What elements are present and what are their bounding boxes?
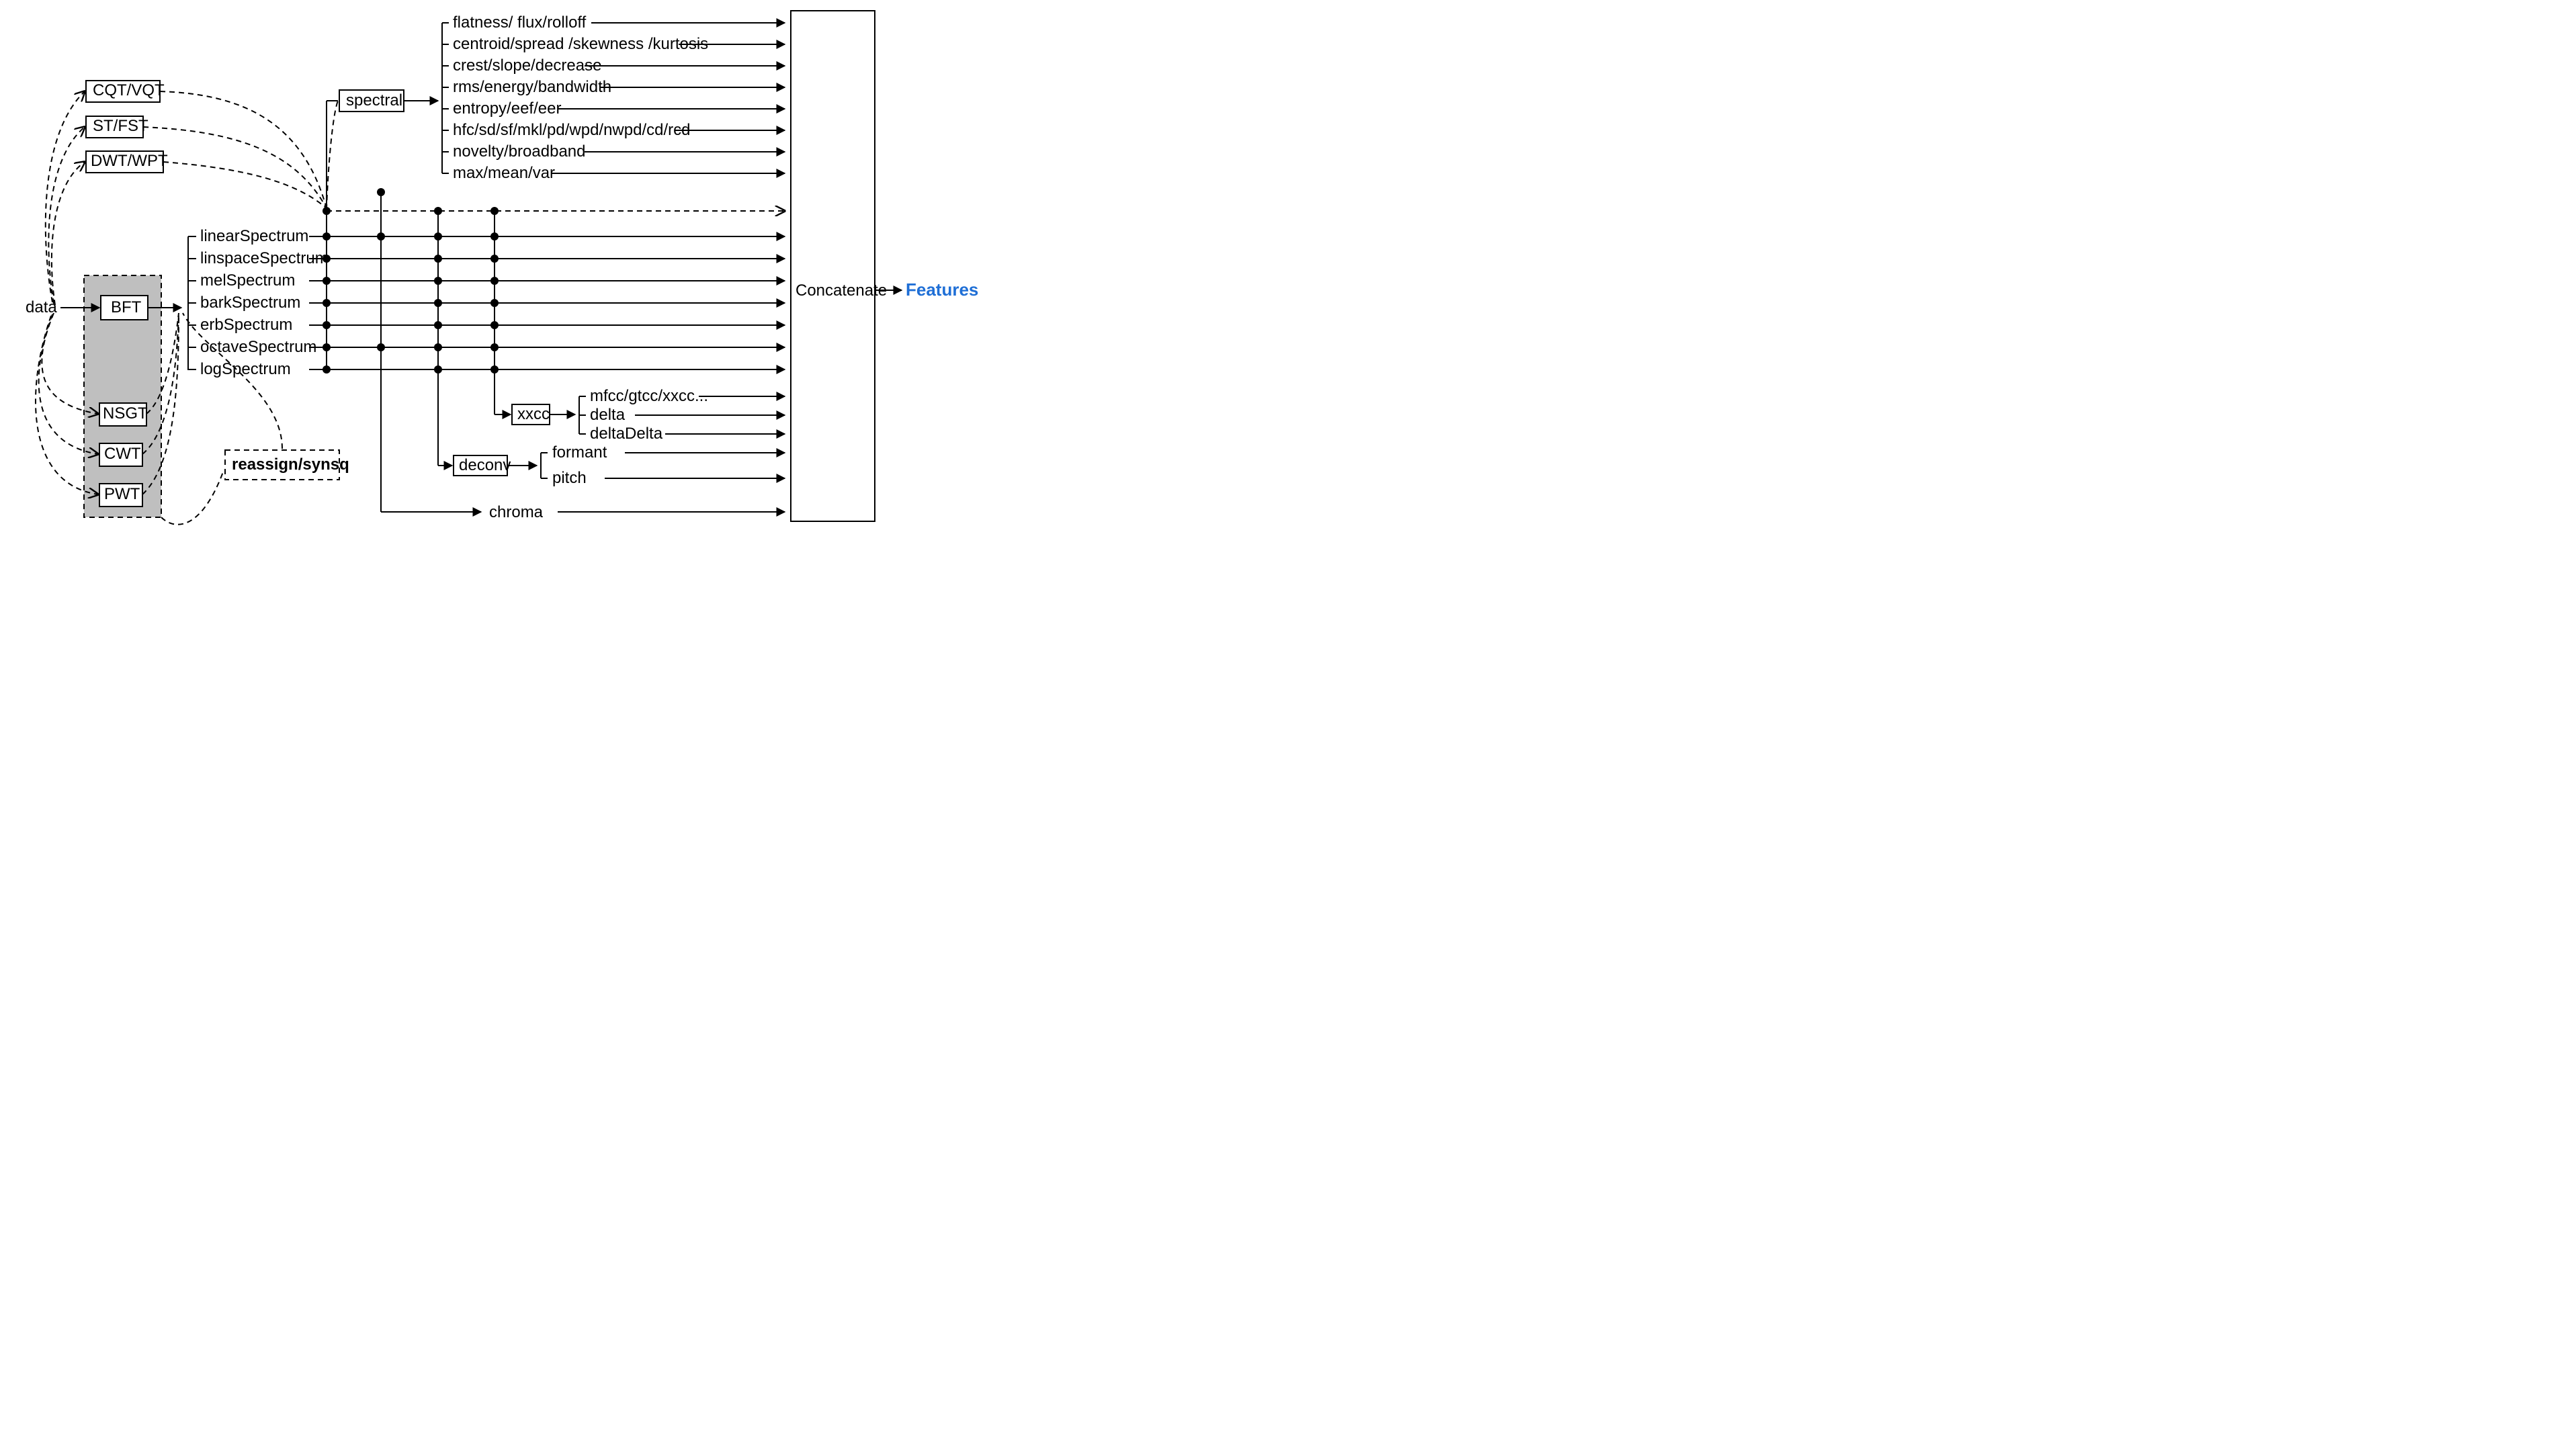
dot-col3-418 xyxy=(434,277,442,285)
data-to-st-dashed xyxy=(48,127,85,304)
cqt-box: CQT/VQT xyxy=(86,81,165,102)
dot-col2-286 xyxy=(377,188,385,196)
spectral-feature-label-2: crest/slope/decrease xyxy=(453,56,601,75)
xxcc-feature-label-1: delta xyxy=(590,406,626,424)
dot-col2-517 xyxy=(377,343,385,351)
dot-col4-314 xyxy=(490,207,499,215)
xxcc-feature-label-0: mfcc/gtcc/xxcc... xyxy=(590,387,708,405)
diagram-svg: data CQT/VQT ST/FST DWT/WPT BFT NSGT CWT… xyxy=(0,0,981,551)
cwt-label: CWT xyxy=(104,445,141,463)
spectrum-label-4: erbSpectrum xyxy=(200,316,292,334)
reassign-label: reassign/synsq xyxy=(232,455,349,474)
pwt-label: PWT xyxy=(104,485,140,503)
deconv-label: deconv xyxy=(459,456,511,474)
dot-col3-484 xyxy=(434,321,442,329)
dot-col1-451 xyxy=(323,299,331,307)
pwt-box: PWT xyxy=(99,484,142,507)
spectrum-rows-group: linearSpectrumlinspaceSpectrummelSpectru… xyxy=(188,227,785,378)
dot-col1-484 xyxy=(323,321,331,329)
dot-col3-385 xyxy=(434,255,442,263)
reassign-box: reassign/synsq xyxy=(225,450,349,480)
features-label: Features xyxy=(906,279,978,300)
dot-col4-352 xyxy=(490,232,499,240)
spectrum-label-2: melSpectrum xyxy=(200,271,295,290)
dwt-to-rail-dashed xyxy=(163,162,327,208)
dot-col4-550 xyxy=(490,365,499,374)
cqt-to-rail-dashed xyxy=(160,91,327,208)
dot-col3-314 xyxy=(434,207,442,215)
dot-col4-484 xyxy=(490,321,499,329)
dot-col1-385 xyxy=(323,255,331,263)
cqt-label: CQT/VQT xyxy=(93,81,165,99)
bft-box: BFT xyxy=(101,296,148,320)
spectral-feature-label-6: novelty/broadband xyxy=(453,142,585,161)
dot-col4-517 xyxy=(490,343,499,351)
dot-col3-451 xyxy=(434,299,442,307)
dot-col1-352 xyxy=(323,232,331,240)
st-box: ST/FST xyxy=(86,116,148,138)
chroma-label: chroma xyxy=(489,503,544,521)
spectral-rows-group: flatness/ flux/rolloff centroid/spread /s… xyxy=(442,13,785,182)
spectral-feature-label-4: entropy/eef/eer xyxy=(453,99,561,118)
st-label: ST/FST xyxy=(93,117,148,135)
dot-col1-314 xyxy=(323,207,331,215)
dot-col1-517 xyxy=(323,343,331,351)
concatenate-label: Concatenate xyxy=(796,281,887,300)
spectral-feature-label-0: flatness/ flux/rolloff xyxy=(453,13,587,32)
dot-col3-550 xyxy=(434,365,442,374)
spectral-feature-label-7: max/mean/var xyxy=(453,164,555,182)
nsgt-box: NSGT xyxy=(99,403,148,426)
rail-to-spectral-dashed xyxy=(327,101,338,210)
dot-col2-352 xyxy=(377,232,385,240)
spectrum-label-6: logSpectrum xyxy=(200,360,291,378)
dot-col4-385 xyxy=(490,255,499,263)
data-to-dwt-dashed xyxy=(52,162,85,305)
xxcc-feature-label-2: deltaDelta xyxy=(590,425,663,443)
nsgt-label: NSGT xyxy=(103,404,148,423)
dwt-box: DWT/WPT xyxy=(86,151,168,173)
spectral-box: spectral xyxy=(339,90,404,112)
deconv-rows-group: formant pitch xyxy=(541,443,785,487)
spectral-feature-label-3: rms/energy/bandwidth xyxy=(453,78,611,96)
cwt-box: CWT xyxy=(99,443,142,466)
bft-label: BFT xyxy=(111,298,142,316)
dot-col1-550 xyxy=(323,365,331,374)
dot-col4-451 xyxy=(490,299,499,307)
xxcc-rows-group: mfcc/gtcc/xxcc...deltadeltaDelta xyxy=(579,387,785,443)
xxcc-box: xxcc xyxy=(512,404,550,425)
deconv-feature-label-0: formant xyxy=(552,443,607,462)
gray-to-reassign-dashed xyxy=(161,470,224,525)
dot-col3-517 xyxy=(434,343,442,351)
concatenate-box: Concatenate xyxy=(791,11,887,521)
deconv-feature-label-1: pitch xyxy=(552,469,587,487)
deconv-box: deconv xyxy=(454,455,511,476)
xxcc-label: xxcc xyxy=(517,405,550,423)
st-to-rail-dashed xyxy=(143,127,327,208)
spectral-feature-label-1: centroid/spread /skewness /kurtosis xyxy=(453,35,708,53)
spectral-label: spectral xyxy=(346,91,402,109)
dwt-label: DWT/WPT xyxy=(91,152,168,170)
spectral-feature-label-5: hfc/sd/sf/mkl/pd/wpd/nwpd/cd/rcd xyxy=(453,121,690,139)
spectrum-label-0: linearSpectrum xyxy=(200,227,308,245)
spectrum-label-5: octaveSpectrum xyxy=(200,338,316,356)
spectrum-label-3: barkSpectrum xyxy=(200,294,300,312)
dot-col1-418 xyxy=(323,277,331,285)
dot-col4-418 xyxy=(490,277,499,285)
dot-col3-352 xyxy=(434,232,442,240)
